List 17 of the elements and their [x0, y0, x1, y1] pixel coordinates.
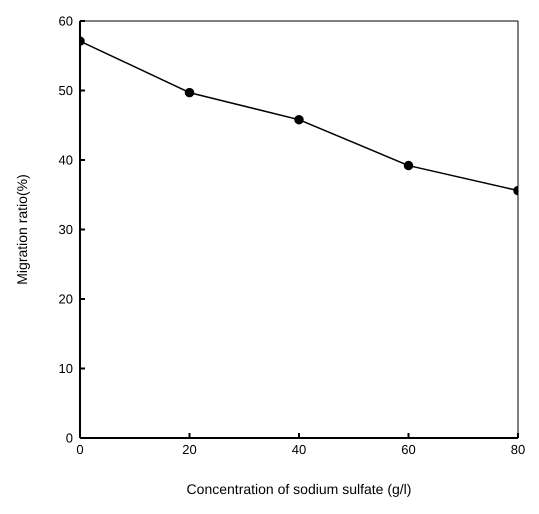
point [184, 88, 194, 98]
x-tick-label: 60 [401, 442, 416, 458]
point [404, 160, 414, 170]
x-axis-title: Concentration of sodium sulfate (g/l) [186, 481, 412, 497]
y-tick-label: 30 [58, 222, 73, 238]
y-tick-label: 50 [58, 83, 73, 98]
y-tick-label: 20 [58, 292, 73, 307]
y-tick-label: 40 [58, 152, 73, 168]
y-tick-label: 10 [58, 361, 73, 376]
x-tick-label: 40 [292, 442, 306, 458]
x-tick-label: 20 [182, 442, 197, 458]
point [294, 114, 304, 124]
y-tick-label: 60 [58, 14, 73, 29]
y-tick-label: 0 [66, 430, 73, 446]
x-tick-label: 0 [76, 442, 84, 458]
y-axis-title: Migration ratio(%) [14, 174, 30, 285]
x-tick-label: 80 [510, 442, 526, 458]
